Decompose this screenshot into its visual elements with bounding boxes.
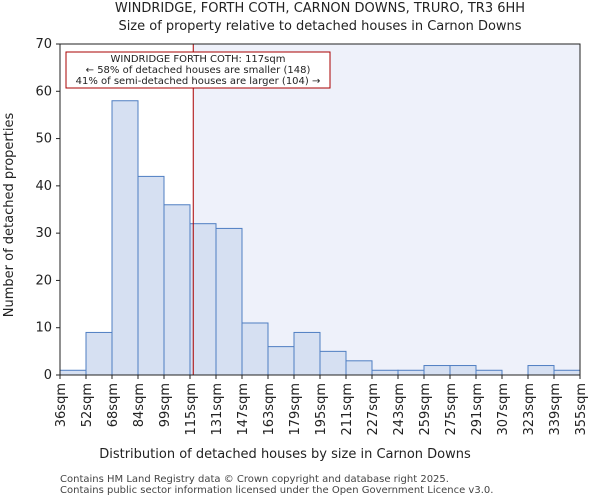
- bar-259sqm: [423, 365, 451, 376]
- annotation-line2: ← 58% of detached houses are smaller (14…: [86, 65, 311, 76]
- x-tick-label: 147sqm: [236, 383, 251, 436]
- x-tick-label: 195sqm: [314, 383, 329, 436]
- y-tick-label: 40: [35, 179, 52, 194]
- x-tick-label: 323sqm: [522, 383, 537, 436]
- x-tick-label: 355sqm: [574, 383, 589, 436]
- chart-title-line2: Size of property relative to detached ho…: [118, 19, 521, 34]
- x-tick-label: 36sqm: [54, 383, 69, 427]
- x-tick-label: 131sqm: [210, 383, 225, 436]
- x-tick-label: 179sqm: [288, 383, 303, 436]
- y-tick-label: 50: [35, 132, 52, 147]
- x-tick-label: 211sqm: [340, 383, 355, 436]
- bar-323sqm: [527, 365, 555, 376]
- x-tick-label: 227sqm: [366, 383, 381, 436]
- x-tick-label: 307sqm: [496, 383, 511, 436]
- x-tick-label: 259sqm: [418, 383, 433, 436]
- bar-179sqm: [293, 331, 321, 376]
- chart-title-line1: WINDRIDGE, FORTH COTH, CARNON DOWNS, TRU…: [115, 1, 525, 16]
- bar-275sqm: [449, 365, 477, 376]
- x-tick-label: 291sqm: [470, 383, 485, 436]
- annotation-frame: [65, 51, 331, 89]
- bar-36sqm: [59, 369, 87, 376]
- bar-227sqm: [371, 369, 399, 376]
- annotation-box: WINDRIDGE FORTH COTH: 117sqm ← 58% of de…: [65, 51, 331, 89]
- bar-211sqm: [345, 360, 373, 376]
- bar-68sqm: [111, 100, 139, 376]
- x-tick-label: 275sqm: [444, 383, 459, 436]
- bar-84sqm: [137, 175, 165, 376]
- y-tick-label: 10: [35, 321, 52, 336]
- x-axis-label: Distribution of detached houses by size …: [99, 447, 471, 462]
- x-tick-label: 243sqm: [392, 383, 407, 436]
- bar-52sqm: [85, 331, 113, 376]
- bar-99sqm: [163, 204, 191, 376]
- x-ticks: 36sqm 52sqm 68sqm 84sqm 99sqm 115sqm 131sqm 147…: [54, 375, 589, 436]
- y-tick-label: 60: [35, 84, 52, 99]
- annotation-line3: 41% of semi-detached houses are larger (…: [76, 76, 321, 87]
- bars-group: [59, 100, 581, 376]
- bar-339sqm: [553, 369, 581, 376]
- bar-131sqm: [215, 227, 243, 376]
- x-tick-label: 68sqm: [106, 383, 121, 427]
- y-ticks: 0 10 20 30 40 50 60 70: [35, 37, 60, 383]
- bar-195sqm: [319, 350, 347, 376]
- bar-291sqm: [475, 369, 503, 376]
- y-tick-label: 30: [35, 226, 52, 241]
- bar-163sqm: [267, 346, 295, 376]
- y-axis-label: Number of detached properties: [2, 113, 17, 318]
- bar-243sqm: [397, 369, 425, 376]
- bar-147sqm: [241, 322, 269, 376]
- x-tick-label: 163sqm: [262, 383, 277, 436]
- y-tick-label: 70: [35, 37, 52, 52]
- larger-region-highlight: [193, 44, 580, 375]
- y-tick-label: 20: [35, 273, 52, 288]
- y-tick-label: 0: [44, 368, 52, 383]
- plot-area: WINDRIDGE FORTH COTH: 117sqm ← 58% of de…: [35, 37, 589, 436]
- x-tick-label: 52sqm: [80, 383, 95, 427]
- x-tick-label: 339sqm: [548, 383, 563, 436]
- x-tick-label: 115sqm: [184, 383, 199, 436]
- footer-line2: Contains public sector information licen…: [60, 485, 494, 496]
- x-tick-label: 84sqm: [132, 383, 147, 427]
- bar-115sqm: [189, 223, 217, 376]
- footer-line1: Contains HM Land Registry data © Crown c…: [60, 474, 449, 485]
- annotation-line1: WINDRIDGE FORTH COTH: 117sqm: [111, 54, 286, 65]
- x-tick-label: 99sqm: [158, 383, 173, 427]
